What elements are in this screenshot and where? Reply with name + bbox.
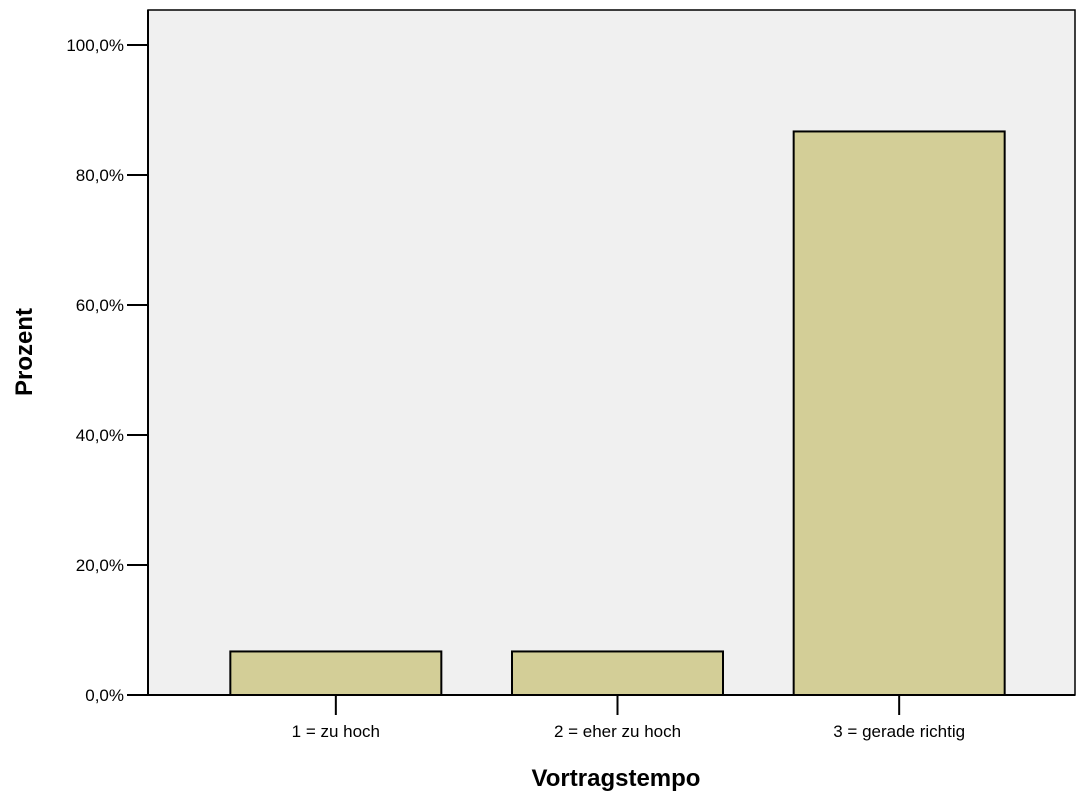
bar [511, 650, 724, 697]
x-axis: 1 = zu hoch 2 = eher zu hoch 3 = gerade ri… [148, 694, 1075, 741]
y-tick-label: 100,0% [66, 36, 124, 55]
y-tick-label: 0,0% [85, 686, 124, 705]
y-tick-label: 60,0% [76, 296, 124, 315]
y-tick-label: 40,0% [76, 426, 124, 445]
y-axis-title: Prozent [11, 308, 38, 396]
bar [229, 650, 443, 697]
x-tick-label: 3 = gerade richtig [833, 722, 965, 741]
x-tick-label: 1 = zu hoch [292, 722, 380, 741]
bar [792, 130, 1006, 696]
x-tick-label: 2 = eher zu hoch [554, 722, 681, 741]
y-tick-label: 80,0% [76, 166, 124, 185]
bars [229, 130, 1006, 697]
y-axis: 0,0% 20,0% 40,0% 60,0% 80,0% 100,0% [66, 10, 149, 705]
y-tick-label: 20,0% [76, 556, 124, 575]
x-axis-title: Vortragstempo [532, 765, 701, 792]
